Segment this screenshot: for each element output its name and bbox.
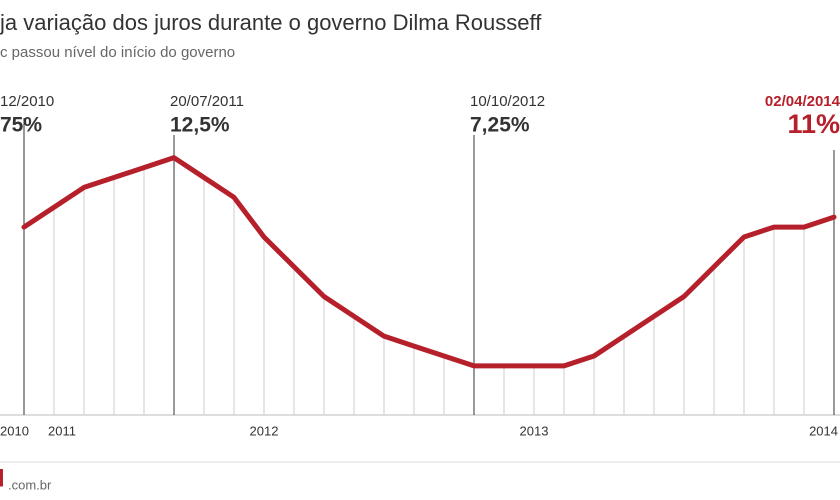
- annotation-value: 12,5%: [170, 114, 230, 137]
- chart-title: ja variação dos juros durante o governo …: [0, 10, 542, 35]
- annotation-value: 11%: [787, 109, 840, 139]
- x-tick-label: 2011: [48, 423, 76, 438]
- annotation-value: 75%: [0, 114, 42, 137]
- annotation-value: 7,25%: [470, 114, 530, 137]
- x-tick-label: 2014: [809, 423, 838, 438]
- chart-subtitle: c passou nível do início do governo: [0, 44, 235, 61]
- annotation-date: 12/2010: [0, 93, 54, 110]
- footer-logo: l: [0, 465, 5, 492]
- annotation-date: 20/07/2011: [170, 93, 244, 110]
- x-tick-label: 2013: [520, 423, 549, 438]
- annotation-date: 10/10/2012: [470, 93, 545, 110]
- x-tick-label: 2010: [0, 423, 29, 438]
- footer-text: .com.br: [8, 477, 52, 492]
- annotation-date: 02/04/2014: [765, 93, 840, 110]
- x-tick-label: 2012: [250, 423, 279, 438]
- series-line: [21, 155, 837, 369]
